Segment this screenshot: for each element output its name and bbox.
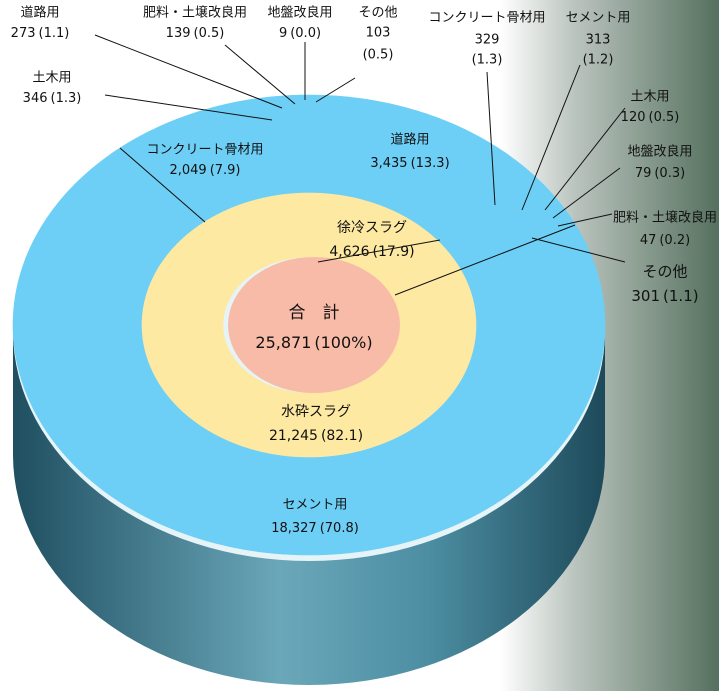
outer-category-label: 地盤改良用	[267, 5, 332, 21]
outer-category-label: コンクリート骨材用	[146, 143, 263, 158]
outer-value-text: 301(1.1)	[631, 287, 698, 305]
outer-percent-label: (7.9)	[210, 163, 241, 178]
outer-category-label: 肥料・土壌改良用	[613, 210, 717, 226]
center-label: 合 計	[289, 303, 340, 323]
outer-percent-label: (0.0)	[290, 26, 321, 41]
outer-percent-label: (1.2)	[583, 53, 614, 68]
outer-value-label: 313	[586, 33, 611, 48]
outer-percent-label: (0.5)	[649, 110, 680, 125]
outer-value-label: 273	[11, 26, 36, 41]
outer-category-label: その他	[358, 6, 397, 21]
outer-percent-label: (0.5)	[194, 26, 225, 41]
outer-value-text: 346(1.3)	[23, 91, 82, 106]
outer-category-label: 土木用	[630, 90, 669, 105]
outer-percent-label: (0.3)	[654, 166, 685, 181]
outer-value-label: 103	[366, 26, 391, 41]
outer-value-text: 79(0.3)	[635, 166, 685, 181]
leader-line	[95, 35, 282, 108]
outer-value-text: 3,435 (13.3)	[370, 156, 449, 171]
inner-value-label: 4,626	[329, 244, 369, 260]
outer-percent-label: (0.2)	[659, 233, 690, 248]
outer-percent-label: (13.3)	[411, 156, 450, 171]
inner-category-label: 徐冷スラグ	[337, 220, 407, 236]
inner-category-label: 水砕スラグ	[281, 404, 351, 420]
outer-percent-label: (1.3)	[472, 53, 503, 68]
outer-value-text: 2,049 (7.9)	[169, 163, 240, 178]
outer-category-label: 肥料・土壌改良用	[143, 5, 247, 21]
center-percent: (100%)	[314, 333, 372, 352]
outer-category-label: 土木用	[32, 71, 71, 86]
outer-value-text: 139(0.5)	[166, 26, 225, 41]
outer-percent-label: (0.5)	[363, 48, 394, 63]
outer-value-label: 346	[23, 91, 48, 106]
outer-value-label: 301	[631, 287, 660, 305]
outer-category-label: コンクリート骨材用	[428, 11, 545, 26]
outer-category-label: セメント用	[566, 11, 631, 26]
outer-percent-label: (1.1)	[39, 26, 70, 41]
inner-value-label: 21,245	[269, 428, 318, 444]
outer-value-label: 139	[166, 26, 191, 41]
chart: 道路用 3,435 (13.3) コンクリート骨材用 329 (1.3) セメント用 313 (…	[0, 0, 719, 691]
outer-value-text: 9(0.0)	[279, 26, 321, 41]
outer-value-label: 18,327	[271, 521, 317, 536]
inner-value-text: 4,626(17.9)	[329, 244, 414, 260]
outer-category-label: 地盤改良用	[627, 144, 692, 160]
inner-percent-label: (82.1)	[321, 428, 363, 444]
outer-value-label: 120	[621, 110, 646, 125]
outer-value-label: 9	[279, 26, 287, 41]
outer-category-label: セメント用	[283, 498, 348, 513]
outer-value-label: 3,435	[370, 156, 407, 171]
outer-value-text: 18,327(70.8)	[271, 521, 359, 536]
inner-percent-label: (17.9)	[372, 244, 414, 260]
outer-category-label: 道路用	[390, 132, 429, 148]
outer-percent-label: (1.3)	[51, 91, 82, 106]
center-disc	[228, 257, 400, 393]
outer-value-text: 47(0.2)	[640, 233, 690, 248]
center-total-text: 25,871(100%)	[255, 333, 372, 352]
outer-category-label: 道路用	[20, 5, 59, 21]
outer-category-label: その他	[642, 263, 687, 281]
outer-value-text: 120(0.5)	[621, 110, 680, 125]
outer-value-label: 79	[635, 166, 652, 181]
center-total: 25,871	[255, 333, 311, 352]
outer-value-label: 329	[475, 33, 500, 48]
inner-value-text: 21,245(82.1)	[269, 428, 363, 444]
outer-value-label: 2,049	[169, 163, 206, 178]
outer-value-text: 273(1.1)	[11, 26, 70, 41]
outer-percent-label: (1.1)	[663, 287, 699, 305]
leader-line	[225, 45, 295, 104]
outer-value-label: 47	[640, 233, 657, 248]
outer-percent-label: (70.8)	[320, 521, 359, 536]
